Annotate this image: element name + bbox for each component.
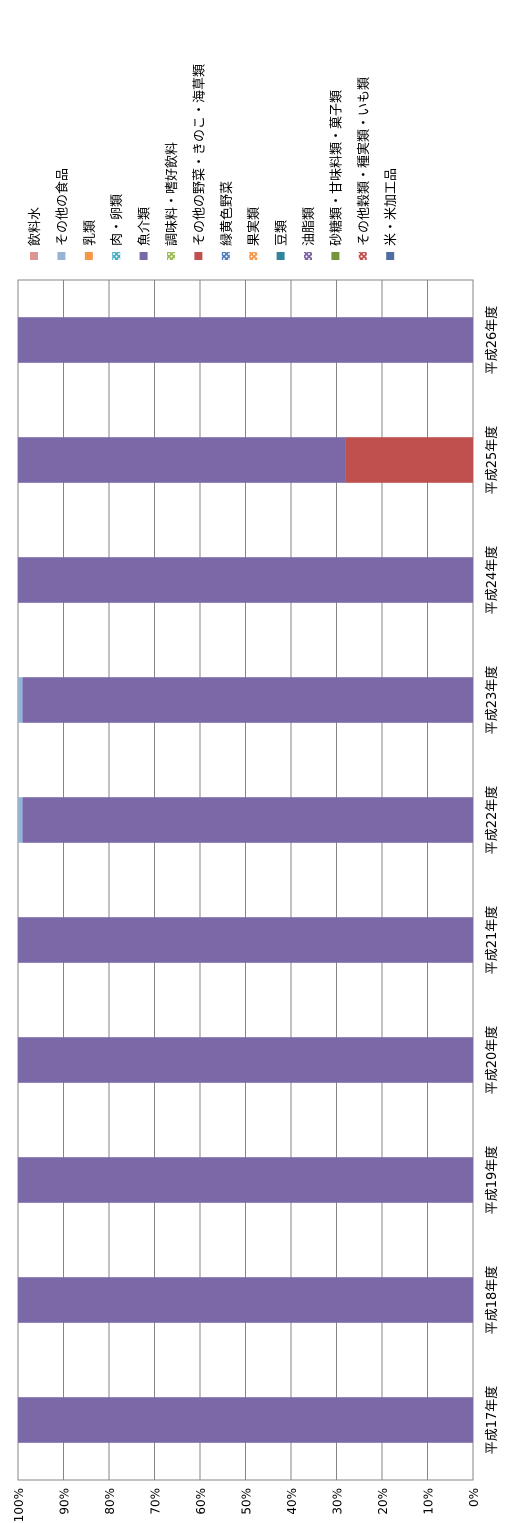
legend-label: 果実類 — [246, 207, 262, 246]
legend-item: その他の野菜・きのこ・海草類 — [192, 64, 207, 260]
y-tick-label: 10% — [422, 1488, 436, 1515]
category-label: 平成26年度 — [484, 306, 500, 375]
bar-segment — [18, 1277, 473, 1323]
category-label: 平成25年度 — [484, 426, 500, 495]
bar-segment — [18, 557, 473, 603]
y-tick-label: 20% — [376, 1488, 390, 1515]
legend-label: 砂糖類・甘味料類・菓子類 — [328, 90, 344, 246]
category-label: 平成20年度 — [484, 1026, 500, 1095]
bar-segment — [18, 917, 473, 963]
plot-area: 0% 10% 20% 30% 40% 50% 60% 70% 80% 90% 100% 平成17年度… — [12, 279, 500, 1522]
legend-label: 飲料水 — [27, 207, 43, 246]
legend-label: 緑黄色野菜 — [219, 181, 235, 246]
category-label: 平成23年度 — [484, 666, 500, 735]
legend-label: 調味料・嗜好飲料 — [164, 142, 180, 246]
legend-item: その他穀類・種実類・いも類 — [356, 77, 372, 260]
bar-segment — [18, 1037, 473, 1083]
category-label: 平成22年度 — [484, 786, 500, 855]
legend-item: 果実類 — [246, 207, 262, 260]
legend-swatch — [84, 252, 93, 260]
legend-item: 乳類 — [83, 220, 98, 260]
bars — [18, 317, 474, 1443]
legend-swatch-pattern — [249, 252, 258, 260]
legend-item: 飲料水 — [27, 207, 43, 260]
legend-label: 油脂類 — [302, 207, 317, 246]
bar-segment — [18, 317, 473, 363]
legend-swatch — [194, 252, 203, 260]
legend-item: 魚介類 — [138, 207, 153, 260]
bar-segment — [18, 1397, 473, 1443]
y-tick-label: 40% — [285, 1488, 299, 1515]
legend-swatch — [331, 252, 340, 260]
legend-label: 米・米加工品 — [384, 168, 399, 246]
y-tick-label: 100% — [12, 1488, 26, 1522]
y-tick-label: 80% — [103, 1488, 117, 1515]
legend-swatch — [386, 252, 395, 260]
legend-swatch — [276, 252, 285, 260]
legend-label: 乳類 — [83, 220, 98, 246]
legend-label: 魚介類 — [138, 207, 153, 246]
legend-label: その他の野菜・きのこ・海草類 — [192, 64, 207, 246]
legend-item: 砂糖類・甘味料類・菓子類 — [328, 90, 344, 260]
legend-swatch-pattern — [221, 252, 230, 260]
bar-segment — [18, 1157, 473, 1203]
legend-label: 豆類 — [275, 220, 290, 246]
legend-label: その他穀類・種実類・いも類 — [356, 77, 372, 246]
y-tick-label: 50% — [240, 1488, 254, 1515]
category-labels: 平成17年度平成18年度平成19年度平成20年度平成21年度平成22年度平成23… — [484, 306, 500, 1455]
legend-label: その他の食品 — [54, 168, 70, 246]
legend-item: 豆類 — [275, 220, 290, 260]
legend-swatch — [30, 252, 38, 260]
y-tick-label: 0% — [467, 1488, 481, 1507]
legend-item: 肉・卵類 — [110, 194, 125, 260]
legend-swatch — [57, 252, 66, 260]
bar-segment — [22, 797, 474, 843]
y-tick-label: 90% — [58, 1488, 72, 1515]
y-tick-label: 70% — [149, 1488, 163, 1515]
legend-item: 緑黄色野菜 — [219, 181, 235, 260]
legend-item: その他の食品 — [54, 168, 70, 260]
bar-segment — [18, 437, 346, 483]
y-tick-label: 60% — [194, 1488, 208, 1515]
category-label: 平成18年度 — [484, 1266, 500, 1335]
legend-item: 調味料・嗜好飲料 — [164, 142, 180, 260]
legend-item: 米・米加工品 — [384, 168, 399, 260]
legend-label: 肉・卵類 — [110, 194, 125, 246]
legend-swatch-pattern — [358, 252, 367, 260]
y-tick-label: 30% — [331, 1488, 345, 1515]
bar-segment — [22, 677, 474, 723]
category-label: 平成17年度 — [484, 1386, 500, 1455]
legend: 飲料水 その他の食品 乳類 肉・卵類 魚介類 調味料・嗜好飲料 その他の野菜・きのこ・海草類… — [27, 64, 399, 260]
bar-segment — [18, 797, 23, 843]
category-label: 平成21年度 — [484, 906, 500, 975]
legend-swatch-pattern — [167, 252, 175, 260]
legend-item: 油脂類 — [302, 207, 317, 260]
legend-swatch-pattern — [304, 252, 312, 260]
category-label: 平成24年度 — [484, 546, 500, 615]
bar-segment — [345, 437, 473, 483]
y-axis-tick-labels: 0% 10% 20% 30% 40% 50% 60% 70% 80% 90% 100% — [12, 1488, 481, 1522]
legend-swatch-pattern — [112, 252, 121, 260]
bar-segment — [18, 677, 23, 723]
legend-swatch — [139, 252, 148, 260]
category-label: 平成19年度 — [484, 1146, 500, 1215]
